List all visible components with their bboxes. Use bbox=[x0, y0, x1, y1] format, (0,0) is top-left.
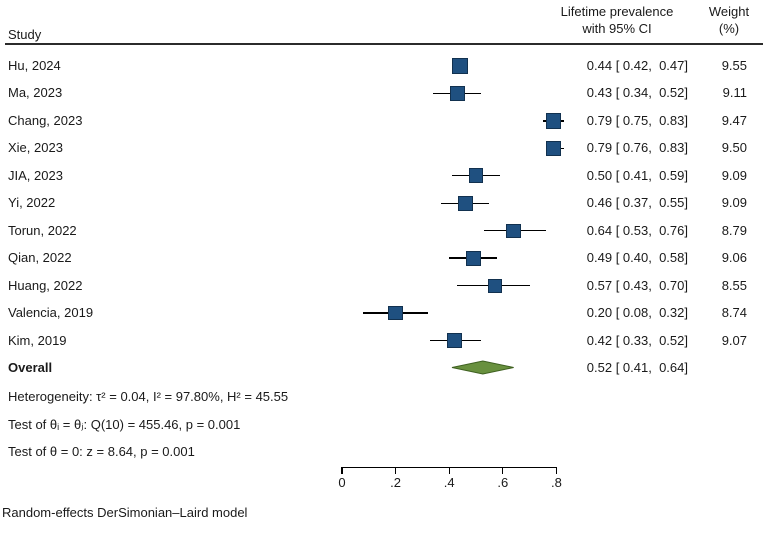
weight-text: 9.55 bbox=[721, 58, 747, 73]
weight-text: 8.55 bbox=[721, 277, 747, 293]
axis-tick bbox=[341, 467, 343, 474]
column-header-weight-line1: Weight bbox=[708, 4, 750, 19]
weight-text: 9.47 bbox=[721, 112, 747, 128]
model-footnote: Random-effects DerSimonian–Laird model bbox=[2, 505, 248, 520]
effect-square bbox=[452, 58, 468, 74]
effect-ci-text: 0.43 [ 0.34, 0.52] bbox=[586, 85, 688, 101]
axis-tick-label: 0 bbox=[338, 475, 346, 490]
overall-label: Overall bbox=[8, 359, 53, 375]
study-label: Valencia, 2019 bbox=[8, 305, 94, 321]
study-label: Huang, 2022 bbox=[8, 277, 83, 293]
effect-ci-text: 0.49 [ 0.40, 0.58] bbox=[586, 250, 688, 266]
effect-square bbox=[447, 333, 462, 348]
study-label: Hu, 2024 bbox=[8, 58, 61, 73]
column-header-effect-line1: Lifetime prevalence bbox=[560, 4, 674, 19]
effect-ci-text: 0.79 [ 0.75, 0.83] bbox=[586, 112, 688, 128]
weight-text: 9.07 bbox=[721, 332, 747, 348]
effect-square bbox=[545, 140, 562, 157]
weight-text: 8.74 bbox=[721, 305, 747, 321]
axis-tick bbox=[448, 467, 450, 474]
column-header-weight: Weight (%) bbox=[703, 3, 755, 37]
axis-tick bbox=[394, 467, 397, 474]
study-label: Qian, 2022 bbox=[8, 250, 72, 266]
weight-text: 9.50 bbox=[721, 140, 747, 156]
column-header-effect: Lifetime prevalence with 95% CI bbox=[542, 3, 692, 37]
effect-square bbox=[546, 113, 562, 129]
study-label: Xie, 2023 bbox=[8, 140, 63, 156]
weight-text: 9.09 bbox=[721, 195, 747, 211]
study-label: Ma, 2023 bbox=[8, 85, 63, 101]
effect-square bbox=[465, 250, 481, 266]
effect-square bbox=[449, 86, 465, 101]
study-label: Kim, 2019 bbox=[8, 332, 67, 348]
axis-tick bbox=[502, 467, 504, 474]
effect-ci-text: 0.79 [ 0.76, 0.83] bbox=[586, 140, 688, 156]
test-theta-zero: Test of θ = 0: z = 8.64, p = 0.001 bbox=[8, 444, 195, 459]
effect-ci-text: 0.44 [ 0.42, 0.47] bbox=[586, 58, 688, 73]
effect-square bbox=[457, 195, 473, 211]
effect-square bbox=[388, 305, 403, 321]
study-label: Yi, 2022 bbox=[8, 195, 56, 211]
test-theta-equality: Test of θᵢ = θⱼ: Q(10) = 455.46, p = 0.0… bbox=[8, 417, 241, 432]
study-label: Torun, 2022 bbox=[8, 222, 77, 238]
weight-text: 9.09 bbox=[721, 167, 747, 183]
overall-diamond-shape bbox=[451, 360, 514, 375]
effect-ci-text: 0.64 [ 0.53, 0.76] bbox=[586, 222, 688, 238]
effect-square bbox=[506, 223, 521, 238]
header-divider bbox=[5, 43, 763, 45]
study-label: Chang, 2023 bbox=[8, 112, 83, 128]
effect-ci-text: 0.20 [ 0.08, 0.32] bbox=[586, 305, 688, 321]
axis-tick-label: .8 bbox=[550, 475, 562, 490]
effect-ci-text: 0.42 [ 0.33, 0.52] bbox=[586, 332, 688, 348]
study-label: JIA, 2023 bbox=[8, 167, 63, 183]
effect-ci-text: 0.46 [ 0.37, 0.55] bbox=[586, 195, 688, 211]
axis-tick-label: .2 bbox=[390, 475, 402, 490]
column-header-weight-line2: (%) bbox=[718, 21, 740, 36]
effect-ci-text: 0.57 [ 0.43, 0.70] bbox=[586, 277, 688, 293]
weight-text: 9.11 bbox=[722, 85, 747, 101]
axis-tick-label: .4 bbox=[443, 475, 455, 490]
axis-tick bbox=[555, 467, 558, 474]
effect-ci-text: 0.52 [ 0.41, 0.64] bbox=[586, 359, 688, 375]
axis-tick-label: .6 bbox=[497, 475, 509, 490]
overall-diamond bbox=[451, 360, 514, 375]
heterogeneity-stats: Heterogeneity: τ² = 0.04, I² = 97.80%, H… bbox=[8, 389, 289, 404]
effect-ci-text: 0.50 [ 0.41, 0.59] bbox=[586, 167, 688, 183]
column-header-study: Study bbox=[8, 27, 42, 42]
weight-text: 8.79 bbox=[721, 222, 747, 238]
effect-square bbox=[468, 168, 484, 184]
effect-square bbox=[487, 278, 502, 293]
column-header-effect-line2: with 95% CI bbox=[582, 21, 652, 36]
weight-text: 9.06 bbox=[721, 250, 747, 266]
